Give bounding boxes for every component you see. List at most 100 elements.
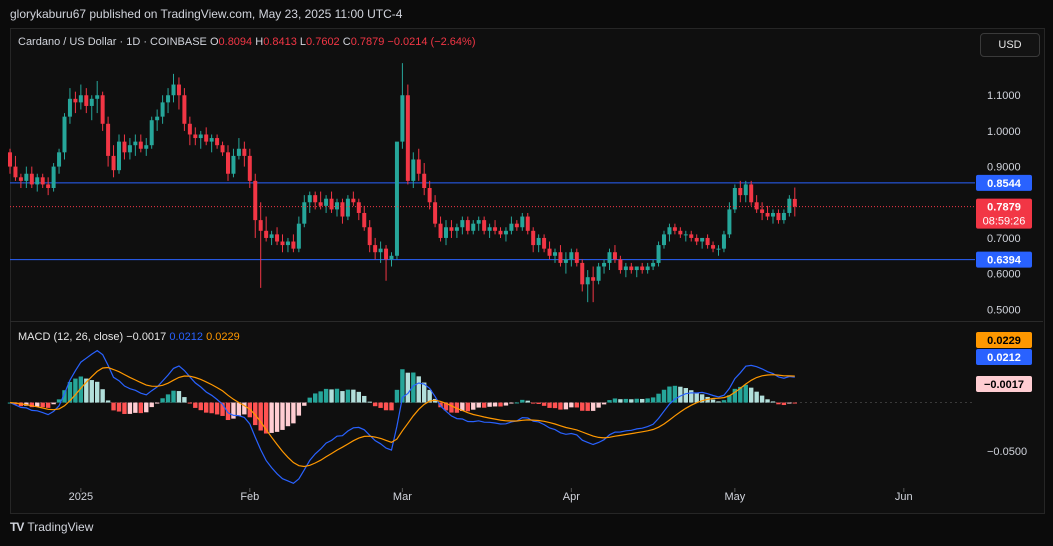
candle-body: [8, 152, 12, 167]
macd-histogram-bar: [563, 402, 569, 410]
macd-histogram-bar: [694, 392, 699, 403]
macd-histogram-bar: [471, 402, 476, 410]
macd-histogram-bar: [743, 384, 748, 403]
macd-histogram-bar: [40, 402, 45, 408]
candle-body: [84, 95, 89, 106]
macd-histogram-bar: [465, 402, 470, 412]
candle-body: [253, 180, 258, 221]
candle-body: [678, 230, 683, 235]
macd-histogram-bar: [214, 402, 220, 415]
publish-line: glorykaburu67 published on TradingView.c…: [10, 7, 403, 21]
countdown-label: 08:59:26: [983, 216, 1026, 228]
macd-histogram-bar: [193, 402, 198, 408]
macd-histogram-bar: [640, 398, 645, 403]
macd-histogram-bar: [154, 402, 160, 404]
candle-body: [743, 184, 748, 196]
candle-body: [149, 120, 154, 146]
candle-body: [454, 227, 459, 231]
candle-body: [324, 198, 329, 206]
macd-histogram-bar: [449, 402, 454, 413]
macd-histogram-bar: [182, 397, 187, 403]
macd-histogram-bar: [323, 388, 329, 403]
macd-histogram-bar: [503, 402, 509, 406]
candle-body: [449, 227, 454, 231]
candle-body: [623, 266, 628, 271]
macd-histogram-bar: [569, 402, 574, 408]
macd-histogram-bar: [51, 402, 56, 405]
macd-histogram-bar: [389, 402, 394, 411]
candle-body: [62, 116, 67, 153]
candle-body: [694, 237, 699, 242]
macd-histogram-bar: [667, 386, 672, 403]
macd-histogram-bar: [656, 393, 661, 403]
macd-histogram-bar: [683, 388, 688, 403]
macd-histogram-bar: [258, 402, 263, 431]
macd-histogram-bar: [585, 402, 590, 411]
candle-body: [683, 234, 688, 236]
candle-body: [640, 266, 645, 271]
candle-body: [509, 223, 514, 231]
macd-histogram-bar: [198, 402, 203, 411]
candle-body: [525, 216, 530, 231]
candle-body: [117, 141, 121, 171]
candle-body: [73, 98, 78, 103]
macd-histogram-bar: [454, 402, 460, 413]
macd-histogram-bar: [73, 378, 78, 403]
macd-histogram-bar: [645, 398, 650, 403]
macd-histogram-bar: [45, 402, 51, 408]
macd-title[interactable]: MACD (12, 26, close): [18, 331, 124, 343]
currency-button[interactable]: USD: [980, 33, 1040, 57]
macd-signal-line: [9, 366, 795, 468]
tradingview-brand[interactable]: TV TradingView: [10, 520, 93, 534]
candle-body: [400, 95, 405, 142]
candle-body: [307, 195, 312, 203]
macd-histogram-bar: [274, 402, 280, 432]
macd-histogram-bar: [487, 402, 492, 407]
candle-body: [275, 234, 280, 242]
candle-body: [176, 84, 181, 96]
macd-signal-value: 0.0229: [206, 331, 240, 343]
macd-histogram-bar: [492, 402, 498, 407]
last-price-badge: [976, 198, 1032, 229]
x-tick-label: May: [724, 491, 745, 503]
macd-histogram-bar: [204, 402, 209, 413]
candle-body: [411, 159, 416, 181]
candle-body: [127, 145, 132, 153]
macd-histogram-bar: [67, 381, 73, 403]
candle-body: [367, 227, 372, 246]
candle-body: [536, 237, 541, 246]
candle-body: [335, 202, 339, 210]
macd-histogram-bar: [422, 382, 427, 403]
candle-body: [514, 223, 519, 228]
candle-body: [193, 134, 198, 139]
candle-body: [100, 95, 105, 124]
macd-histogram-bar: [236, 402, 242, 416]
candle-body: [433, 202, 438, 224]
candle-body: [471, 223, 476, 231]
macd-histogram-bar: [443, 402, 449, 411]
candle-body: [345, 198, 350, 217]
candle-body: [465, 220, 470, 231]
macd-histogram-bar: [411, 372, 416, 403]
candle-body: [618, 259, 623, 271]
candle-body: [727, 209, 732, 235]
candle-body: [373, 245, 378, 253]
macd-histogram-bar: [749, 387, 754, 403]
symbol-title[interactable]: Cardano / US Dollar · 1D · COINBASE: [18, 36, 207, 48]
candle-body: [291, 241, 296, 249]
macd-histogram-bar: [759, 395, 765, 403]
macd-histogram-bar: [340, 391, 345, 403]
candle-body: [155, 116, 160, 121]
tradingview-logo-icon: TV: [10, 520, 24, 534]
macd-macd-badge: [976, 349, 1032, 365]
candle-body: [67, 98, 72, 117]
candle-body: [204, 134, 209, 142]
candle-body: [776, 212, 781, 221]
macd-histogram-bar: [792, 402, 797, 404]
candle-body: [138, 141, 143, 149]
macd-histogram-bar: [105, 400, 111, 403]
candle-body: [667, 227, 672, 235]
candle-body: [313, 195, 318, 203]
macd-histogram-bar: [405, 372, 411, 403]
